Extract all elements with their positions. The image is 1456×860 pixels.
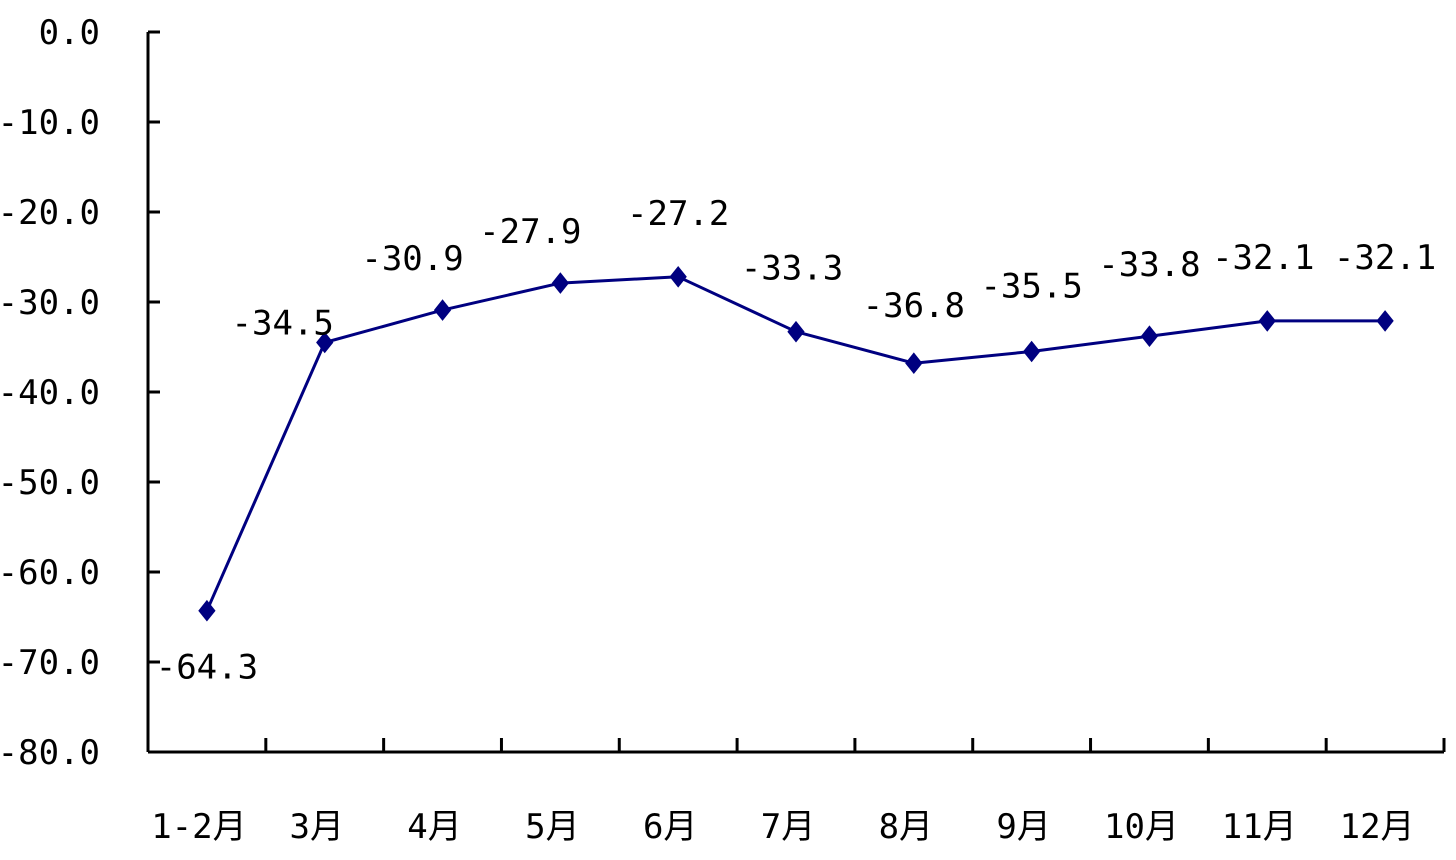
data-point-marker: [787, 320, 805, 343]
axes: [146, 32, 1444, 754]
data-point-marker: [1140, 325, 1159, 348]
y-tick-label: -20.0: [0, 193, 100, 233]
data-label: -32.1: [1212, 238, 1314, 278]
data-label: -34.5: [232, 304, 334, 344]
x-category-label: 5月: [525, 807, 579, 847]
data-point-marker: [669, 265, 687, 288]
data-label: -33.8: [1098, 245, 1200, 285]
data-point-marker: [905, 352, 923, 375]
data-label: -36.8: [863, 286, 965, 326]
data-label: -35.5: [980, 267, 1082, 307]
data-point-marker: [1258, 310, 1276, 332]
data-label: -30.9: [361, 239, 463, 279]
y-ticks: 0.0 -10.0 -20.0 -30.0 -40.0 -50.0 -60.0 -70.0 -8…: [0, 13, 160, 773]
x-category-label: 3月: [289, 807, 343, 847]
data-label: -27.2: [627, 194, 729, 234]
data-point-marker: [1376, 310, 1394, 332]
y-tick-label: -80.0: [0, 733, 100, 773]
data-label: -32.1: [1334, 238, 1436, 278]
x-category-label: 9月: [996, 807, 1050, 847]
data-point-marker: [1022, 340, 1041, 363]
x-ticks: 1-2月 3月 4月 5月 6月 7月 8月 9月 10月 11月 12月: [151, 738, 1446, 847]
y-tick-label: -50.0: [0, 463, 100, 503]
y-tick-label: -70.0: [0, 643, 100, 683]
x-category-label: 1-2月: [151, 807, 246, 847]
x-category-label: 8月: [879, 807, 933, 847]
x-category-label: 4月: [407, 807, 461, 847]
y-tick-label: 0.0: [39, 13, 100, 53]
data-label: -27.9: [479, 212, 581, 252]
y-tick-label: -40.0: [0, 373, 100, 413]
data-point-marker: [433, 299, 452, 321]
data-point-marker: [551, 272, 570, 294]
data-label: -33.3: [741, 249, 843, 289]
data-labels: -64.3 -34.5 -30.9 -27.9 -27.2 -33.3 -36.8 -35.5…: [156, 194, 1437, 688]
y-tick-label: -60.0: [0, 553, 100, 593]
x-category-label: 12月: [1340, 807, 1415, 847]
x-category-label: 7月: [761, 807, 815, 847]
y-tick-label: -30.0: [0, 283, 100, 323]
series-layer: [198, 265, 1394, 622]
data-label: -64.3: [156, 648, 258, 688]
x-category-label: 6月: [643, 807, 697, 847]
y-tick-label: -10.0: [0, 103, 100, 143]
data-point-marker: [316, 331, 334, 354]
x-category-label: 10月: [1104, 807, 1179, 847]
data-point-marker: [198, 599, 216, 622]
x-category-label: 11月: [1222, 807, 1297, 847]
